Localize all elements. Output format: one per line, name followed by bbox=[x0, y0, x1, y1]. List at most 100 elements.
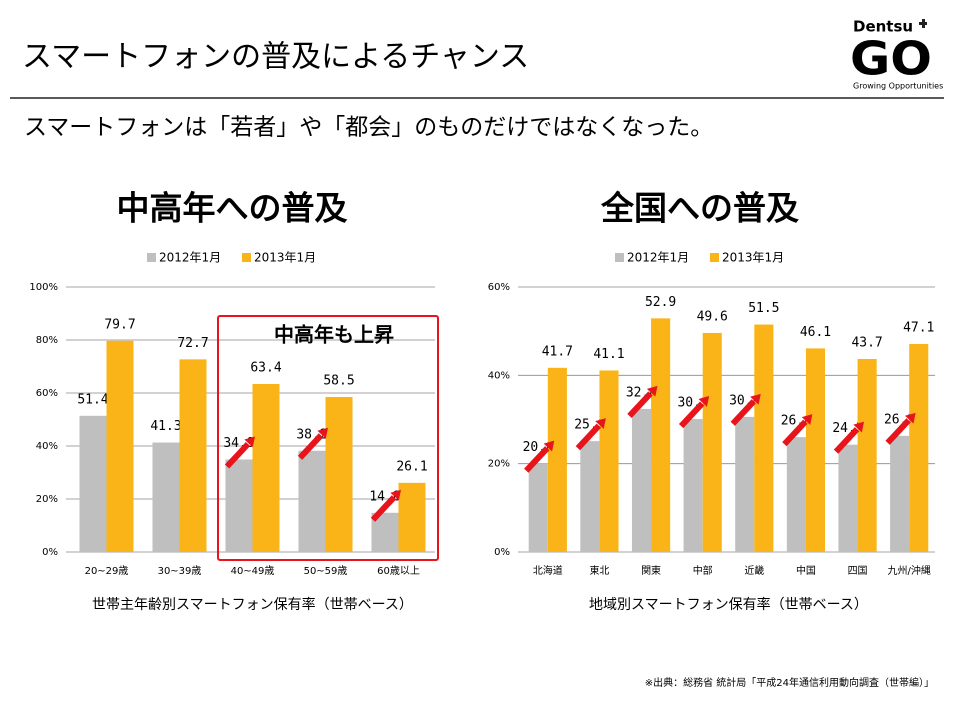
bar bbox=[735, 416, 755, 552]
slide-subtitle: スマートフォンは「若者」や「都会」のものだけではなくなった。 bbox=[24, 115, 713, 141]
highlight-box bbox=[217, 315, 439, 561]
bar bbox=[152, 442, 180, 552]
trend-arrow bbox=[782, 419, 808, 447]
value-label: 47.1 bbox=[903, 320, 934, 335]
chart-title: 全国への普及 bbox=[600, 189, 799, 228]
y-tick-label: 40% bbox=[488, 370, 510, 381]
trend-arrow bbox=[627, 391, 653, 418]
legend-label: 2013年1月 bbox=[722, 251, 784, 265]
value-label: 58.5 bbox=[323, 373, 354, 388]
logo-brand: Dentsu bbox=[853, 18, 913, 36]
bar bbox=[79, 415, 107, 552]
legend-label: 2012年1月 bbox=[159, 251, 221, 265]
trend-arrow bbox=[833, 427, 860, 454]
x-axis-title: 地域別スマートフォン保有率（世帯ベース） bbox=[589, 596, 868, 613]
trend-arrow-head bbox=[595, 418, 606, 429]
legend-swatch bbox=[615, 253, 624, 262]
trend-arrow-head bbox=[750, 393, 761, 405]
x-tick-label: 中部 bbox=[693, 564, 713, 577]
trend-arrow bbox=[297, 433, 324, 460]
x-tick-label: 近畿 bbox=[744, 564, 764, 577]
value-label: 43.7 bbox=[851, 335, 882, 350]
chart-title: 中高年への普及 bbox=[117, 189, 348, 228]
bar bbox=[580, 441, 600, 552]
x-axis-title: 世帯主年齢別スマートフォン保有率（世帯ベース） bbox=[92, 596, 413, 613]
x-tick-label: 関東 bbox=[641, 564, 661, 577]
trend-arrow bbox=[885, 418, 911, 445]
y-tick-label: 40% bbox=[36, 441, 58, 452]
y-tick-label: 0% bbox=[494, 547, 510, 558]
value-label: 51.5 bbox=[748, 301, 779, 316]
x-tick-label: 60歳以上 bbox=[377, 565, 420, 577]
bar bbox=[651, 318, 671, 552]
x-tick-label: 40~49歳 bbox=[231, 565, 275, 577]
x-tick-label: 東北 bbox=[589, 564, 609, 577]
trend-arrow-head bbox=[801, 414, 813, 425]
y-tick-label: 20% bbox=[36, 494, 58, 505]
trend-arrow bbox=[524, 446, 550, 473]
bar bbox=[786, 437, 806, 552]
value-label: 46.1 bbox=[800, 325, 831, 340]
x-tick-label: 50~59歳 bbox=[304, 565, 348, 577]
bar bbox=[890, 435, 910, 552]
value-label: 51.4 bbox=[77, 392, 108, 407]
trend-arrow bbox=[575, 423, 602, 451]
bar bbox=[909, 343, 929, 552]
x-tick-label: 四国 bbox=[848, 565, 868, 577]
x-tick-label: 中国 bbox=[796, 564, 816, 577]
trend-arrow bbox=[730, 399, 756, 426]
bar bbox=[225, 459, 253, 552]
trend-arrow-head bbox=[905, 412, 916, 424]
logo-tagline: Growing Opportunities bbox=[853, 82, 943, 91]
bar bbox=[106, 340, 134, 552]
trend-arrow-head bbox=[853, 421, 865, 433]
legend-swatch bbox=[710, 253, 719, 262]
bar bbox=[683, 419, 703, 552]
trend-arrow-head bbox=[244, 436, 255, 448]
x-tick-label: 30~39歳 bbox=[158, 565, 202, 577]
bar bbox=[325, 396, 353, 552]
trend-arrow-head bbox=[543, 440, 555, 452]
source-note: ※出典：総務省 統計局「平成24年通信利用動向調査（世帯編）」 bbox=[645, 676, 934, 689]
logo-mark: GO bbox=[850, 32, 932, 86]
trend-arrow-head bbox=[646, 385, 658, 397]
y-tick-label: 60% bbox=[36, 388, 58, 399]
bar bbox=[838, 444, 858, 552]
bar bbox=[252, 383, 280, 552]
y-tick-label: 80% bbox=[36, 335, 58, 346]
value-label: 41.3 bbox=[150, 419, 181, 434]
trend-arrow-head bbox=[698, 396, 710, 407]
x-tick-label: 北海道 bbox=[533, 564, 563, 577]
trend-arrow bbox=[678, 401, 705, 429]
bar bbox=[754, 324, 774, 552]
legend-swatch bbox=[242, 253, 251, 262]
bar bbox=[528, 463, 548, 552]
value-label: 41.1 bbox=[593, 347, 624, 362]
value-label: 49.6 bbox=[697, 309, 728, 324]
bar bbox=[857, 358, 877, 552]
x-tick-label: 九州/沖縄 bbox=[888, 564, 931, 577]
bar bbox=[631, 408, 652, 552]
legend-label: 2012年1月 bbox=[627, 251, 689, 265]
trend-arrow-head bbox=[317, 427, 328, 439]
bar bbox=[179, 359, 207, 552]
value-label: 26.1 bbox=[396, 459, 427, 474]
legend-label: 2013年1月 bbox=[254, 251, 316, 265]
y-tick-label: 20% bbox=[488, 459, 510, 470]
trend-arrow-head bbox=[390, 489, 401, 501]
slide-title: スマートフォンの普及によるチャンス bbox=[22, 40, 529, 75]
value-label: 41.7 bbox=[542, 344, 573, 359]
bar bbox=[805, 348, 826, 552]
bar bbox=[298, 450, 326, 552]
value-label: 79.7 bbox=[104, 317, 135, 332]
value-label: 72.7 bbox=[177, 336, 208, 351]
trend-arrow bbox=[370, 495, 397, 522]
trend-arrow bbox=[224, 441, 251, 469]
logo-plus bbox=[922, 19, 925, 28]
y-tick-label: 100% bbox=[29, 282, 58, 293]
legend-swatch bbox=[147, 253, 156, 262]
value-label: 52.9 bbox=[645, 295, 676, 310]
